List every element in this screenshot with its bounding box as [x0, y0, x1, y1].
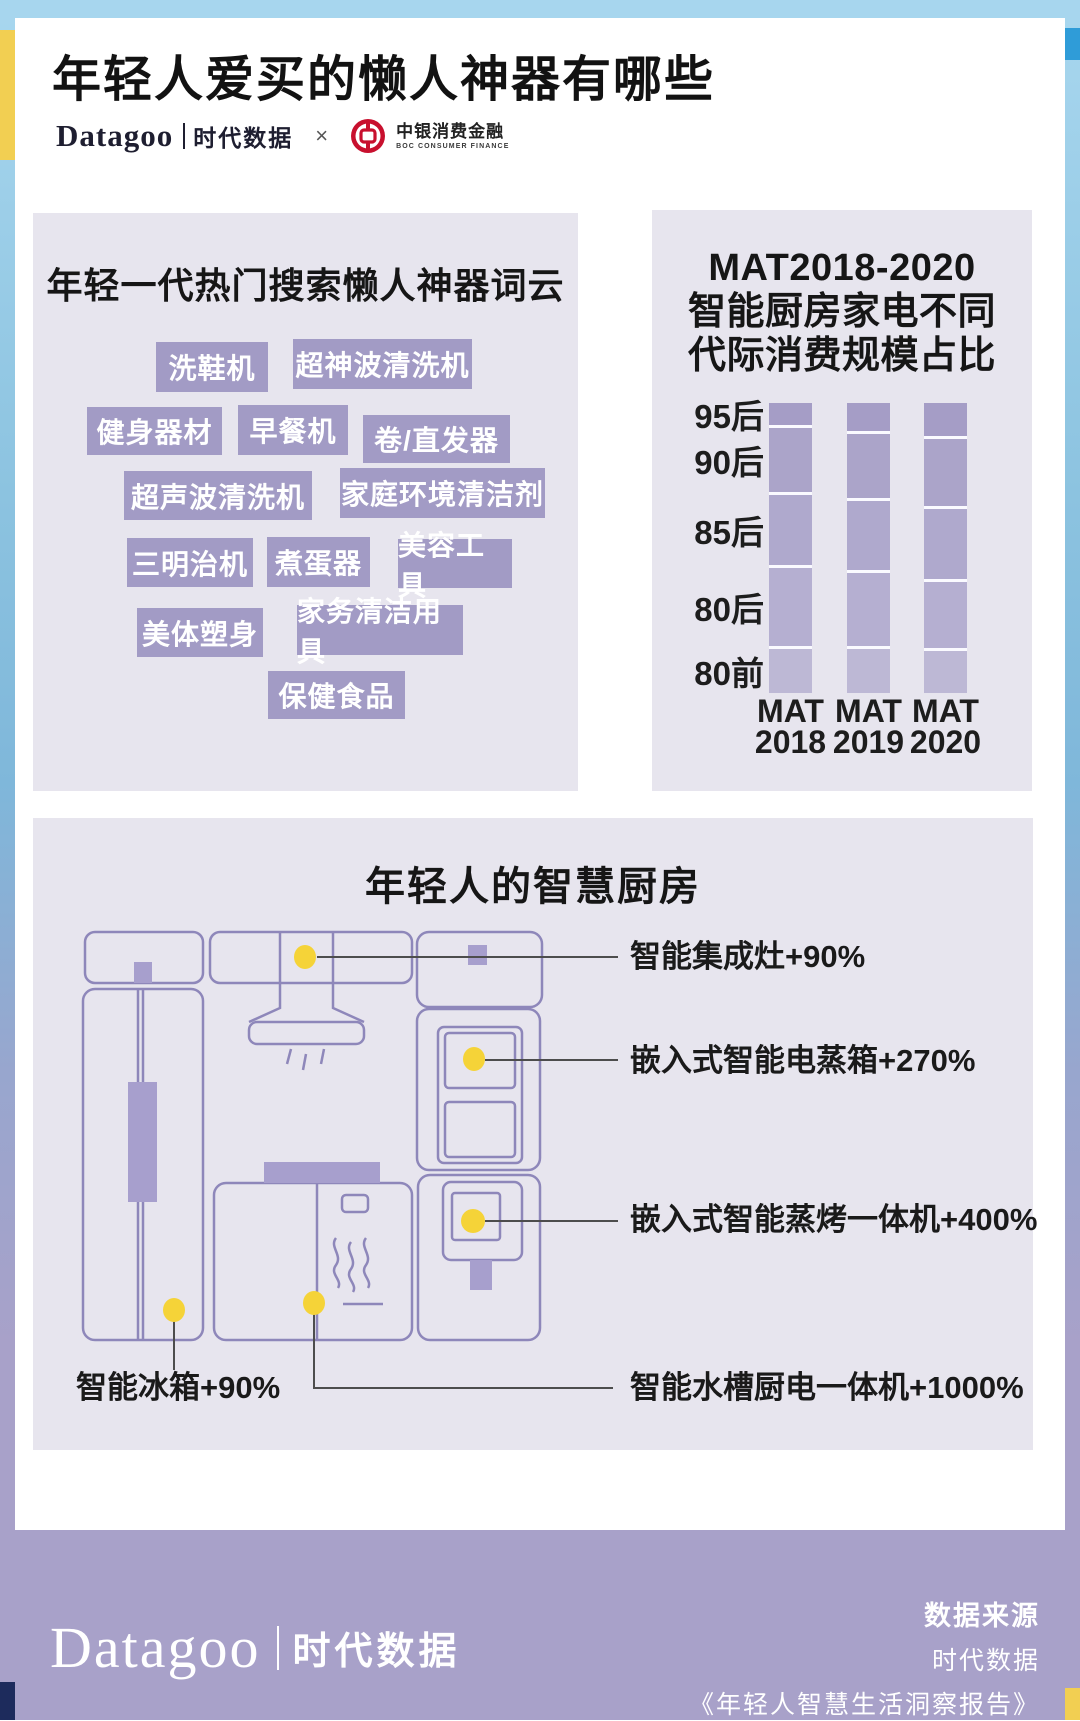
- chart-title-line2: 智能厨房家电不同: [687, 291, 996, 333]
- frame-right-blue-accent: [1065, 28, 1080, 60]
- bar-segment: [847, 573, 890, 649]
- kitchen-diagram: [81, 930, 618, 1389]
- x-axis-label: MAT 2019: [832, 693, 905, 760]
- collab-cross-icon: ×: [315, 123, 329, 148]
- bar-segment: [769, 495, 812, 568]
- bar-segment: [924, 651, 967, 693]
- wordcloud-tag: 美容工具: [398, 530, 512, 601]
- chart-panel: MAT2018-2020 智能厨房家电不同 代际消费规模占比 MAT 2018 MA…: [652, 210, 1032, 791]
- wordcloud-tag: 家务清洁用具: [297, 596, 463, 667]
- footer-logo-divider: [276, 1625, 279, 1670]
- data-source-line2: 《年轻人智慧生活洞察报告》: [688, 1691, 1040, 1719]
- dot-stove: [294, 945, 316, 969]
- dot-steam-box: [463, 1047, 485, 1071]
- kitchen-title: 年轻人的智慧厨房: [365, 865, 701, 909]
- y-axis-label: 80后: [694, 590, 764, 628]
- wordcloud-tag: 卷/直发器: [363, 415, 510, 463]
- y-axis-label: 80前: [694, 654, 764, 692]
- frame-left-strip: [0, 18, 15, 1720]
- chart-title-line1: MAT2018-2020: [708, 247, 976, 289]
- steam-oven-outline: [416, 1173, 542, 1342]
- wordcloud-tag: 早餐机: [238, 405, 348, 455]
- bar-segment: [924, 403, 967, 440]
- stacked-bar: [847, 403, 890, 693]
- bar-segment: [847, 433, 890, 501]
- steam-squiggle: [332, 1237, 341, 1289]
- kitchen-callout-label: 嵌入式智能蒸烤一体机+400%: [630, 1202, 1038, 1237]
- bar-segment: [769, 648, 812, 693]
- bar-segment: [769, 567, 812, 649]
- data-source-block: 数据来源 时代数据 《年轻人智慧生活洞察报告》: [689, 1594, 1040, 1721]
- x-axis-label: MAT 2020: [909, 693, 982, 760]
- y-axis-label: 95后: [694, 398, 764, 436]
- dot-steam-oven: [461, 1209, 485, 1233]
- frame-right-strip: [1065, 18, 1080, 1720]
- bar-segment: [847, 648, 890, 693]
- kitchen-callout-label: 智能水槽厨电一体机+1000%: [630, 1370, 1024, 1405]
- cabinet-top-right: [415, 930, 544, 1009]
- kitchen-callout-label: 智能集成灶+90%: [630, 939, 866, 974]
- chart-title: MAT2018-2020 智能厨房家电不同 代际消费规模占比: [652, 246, 1032, 378]
- bar-segment: [769, 428, 812, 496]
- logo-divider: [183, 123, 186, 149]
- bar-segment: [924, 509, 967, 582]
- stacked-bar: [769, 403, 812, 693]
- bar-segment: [847, 500, 890, 574]
- data-source-line1: 时代数据: [931, 1647, 1040, 1675]
- oven-unit-outline: [415, 1007, 542, 1172]
- footer-brand: Datagoo 时代数据: [50, 1614, 461, 1681]
- footer-datagoo-logo: Datagoo: [50, 1615, 261, 1680]
- datagoo-logo: Datagoo: [56, 118, 174, 153]
- fridge-handle: [128, 1082, 157, 1202]
- dot-sink-unit: [303, 1291, 325, 1315]
- bar-segment: [924, 581, 967, 652]
- y-axis-label: 85后: [694, 513, 764, 551]
- brand-row: Datagoo 时代数据 × 中银消费金融 BOC CONSUMER FINAN…: [56, 116, 509, 156]
- kitchen-callout-label: 嵌入式智能电蒸箱+270%: [630, 1043, 976, 1078]
- frame-top-strip: [0, 0, 1080, 18]
- bar-segment: [847, 403, 890, 434]
- wordcloud-tag: 保健食品: [268, 671, 405, 719]
- chart-title-line3: 代际消费规模占比: [687, 335, 996, 377]
- wordcloud-tag: 煮蛋器: [267, 537, 370, 587]
- boc-en-label: BOC CONSUMER FINANCE: [396, 142, 510, 150]
- footer-datagoo-cn: 时代数据: [292, 1631, 461, 1673]
- datagoo-cn-label: 时代数据: [193, 125, 294, 151]
- callout-line-4: [313, 1314, 613, 1389]
- wordcloud-tag: 超声波清洗机: [124, 471, 312, 520]
- data-source-label: 数据来源: [924, 1601, 1040, 1631]
- kitchen-callout-label: 智能冰箱+90%: [76, 1370, 281, 1405]
- boc-cn-label: 中银消费金融: [396, 121, 505, 141]
- range-hood: [248, 983, 282, 1024]
- bar-segment: [769, 403, 812, 429]
- wordcloud-tag: 家庭环境清洁剂: [340, 468, 545, 518]
- stacked-bar: [924, 403, 967, 693]
- y-axis-label: 90后: [694, 444, 764, 482]
- wordcloud-tag: 美体塑身: [137, 608, 263, 657]
- page-title: 年轻人爱买的懒人神器有哪些: [52, 53, 716, 107]
- dot-fridge: [163, 1298, 185, 1322]
- x-axis-label: MAT 2018: [754, 693, 827, 760]
- wordcloud-panel: 年轻一代热门搜索懒人神器词云 洗鞋机 超神波清洗机健身器材 早餐机 卷/直发器超声波清…: [33, 213, 578, 791]
- footer: Datagoo 时代数据 数据来源 时代数据 《年轻人智慧生活洞察报告》: [15, 1530, 1065, 1720]
- wordcloud-tag: 三明治机: [127, 538, 253, 587]
- boc-logo-icon: [350, 118, 386, 154]
- wordcloud-title: 年轻一代热门搜索懒人神器词云: [46, 265, 565, 306]
- bar-segment: [924, 439, 967, 510]
- frame-left-yellow-accent: [0, 30, 15, 160]
- wordcloud-tag: 洗鞋机: [156, 342, 268, 392]
- wordcloud-tag: 健身器材: [87, 407, 222, 455]
- frame-left-navy-accent: [0, 1682, 15, 1720]
- frame-right-yellow-accent: [1065, 1688, 1080, 1720]
- wordcloud-tag: 超神波清洗机: [293, 339, 472, 389]
- kitchen-panel: 年轻人的智慧厨房: [33, 818, 1037, 1450]
